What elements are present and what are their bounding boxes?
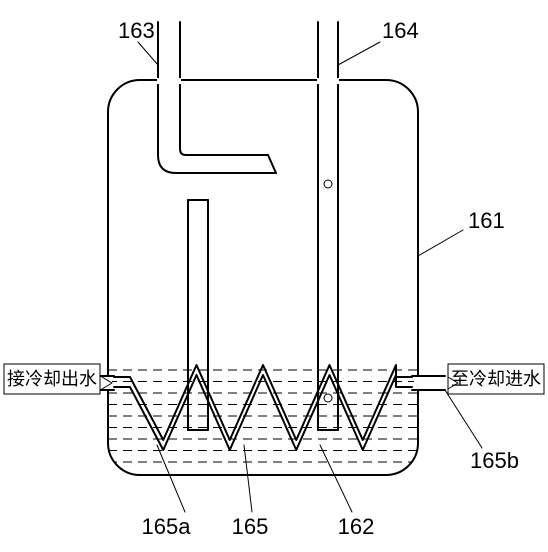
label-l162: 162 xyxy=(338,514,375,539)
level-mark-upper xyxy=(324,180,332,188)
leader-l165b xyxy=(445,390,482,448)
leader-l163 xyxy=(138,42,158,65)
label-l164: 164 xyxy=(382,18,419,43)
label-l165a: 165a xyxy=(142,514,192,539)
liquid-level xyxy=(108,370,418,462)
label-l165: 165 xyxy=(232,514,269,539)
leader-l164 xyxy=(338,42,380,65)
leader-l161 xyxy=(418,230,463,256)
coolant-out-label: 接冷却出水 xyxy=(7,369,97,389)
leader-l162 xyxy=(320,445,352,512)
level-mark-lower xyxy=(324,394,332,402)
leader-l165 xyxy=(244,445,252,512)
leader-l165a xyxy=(157,445,185,512)
label-l165b: 165b xyxy=(470,448,519,473)
label-l163: 163 xyxy=(118,18,155,43)
label-l161: 161 xyxy=(468,208,505,233)
inlet-pipe xyxy=(158,22,276,173)
coolant-in-label: 至冷却进水 xyxy=(451,369,541,389)
